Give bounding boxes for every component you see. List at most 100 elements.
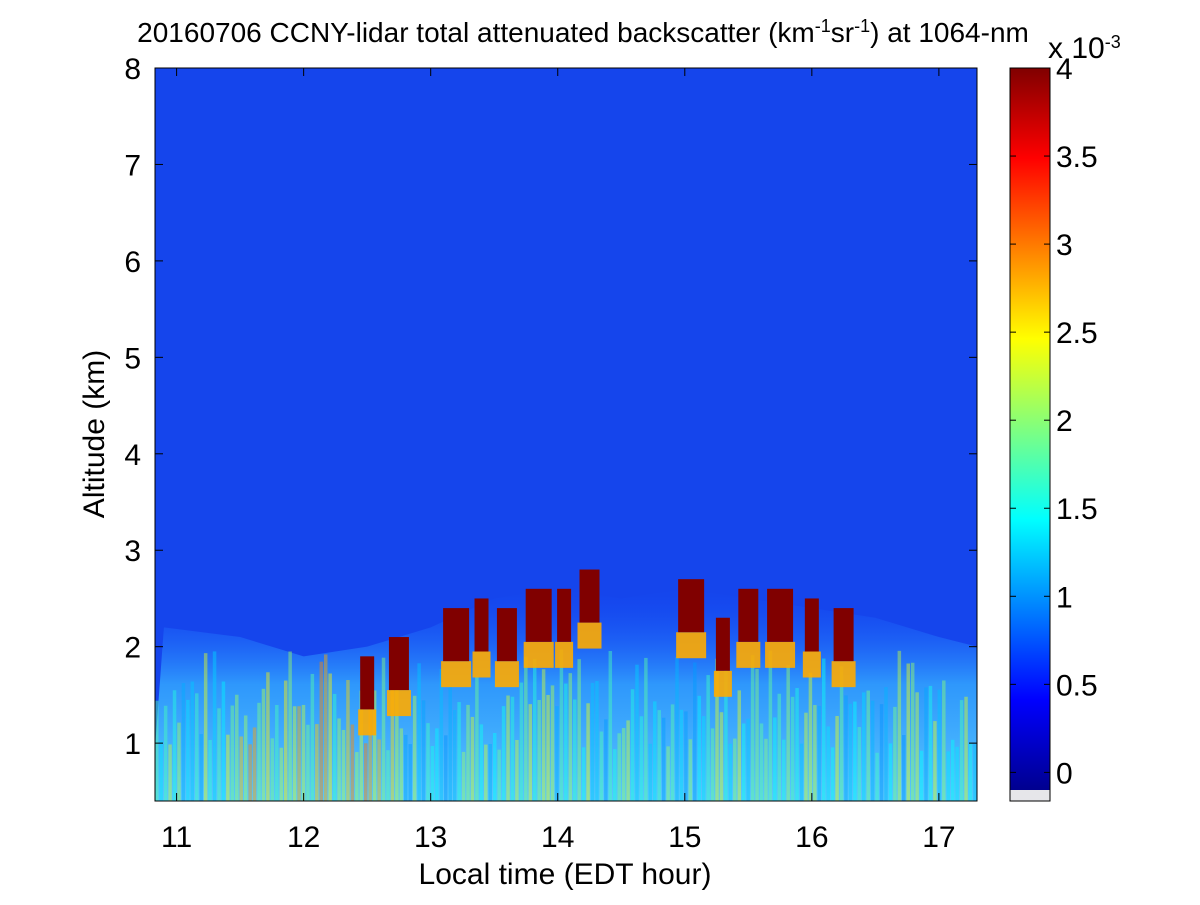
aerosol-plume <box>181 683 186 801</box>
aerosol-plume <box>252 727 257 801</box>
colorbar-tick-label: 4 <box>1056 53 1073 86</box>
aerosol-plume <box>163 705 168 801</box>
aerosol-plume <box>950 739 955 801</box>
title-sup1: -1 <box>815 16 831 36</box>
x-axis-label: Local time (EDT hour) <box>419 858 712 891</box>
aerosol-plume <box>506 695 510 801</box>
colorbar-gradient <box>1010 68 1050 790</box>
aerosol-plume <box>875 752 879 801</box>
aerosol-plume <box>724 667 728 801</box>
aerosol-plume <box>319 661 324 801</box>
aerosol-plume <box>390 677 395 801</box>
cloud-base-shading <box>831 661 856 688</box>
aerosol-plume <box>475 676 479 801</box>
aerosol-plume <box>813 705 817 801</box>
aerosol-plume <box>617 733 621 801</box>
aerosol-plume <box>235 694 239 801</box>
aerosol-plume <box>501 706 506 801</box>
title-sup2: -1 <box>854 16 870 36</box>
aerosol-plume <box>888 743 893 801</box>
aerosol-plume <box>541 669 546 801</box>
chart-title: 20160706 CCNY-lidar total attenuated bac… <box>137 16 1029 48</box>
cloud-base-shading <box>577 622 602 649</box>
aerosol-plume <box>439 668 444 801</box>
aerosol-plume <box>155 700 159 801</box>
aerosol-plume <box>199 734 203 801</box>
aerosol-plume <box>452 709 457 801</box>
aerosol-plume <box>359 690 364 801</box>
y-axis-label: Altitude (km) <box>78 350 111 518</box>
aerosol-plume <box>328 673 332 801</box>
aerosol-plume <box>915 692 919 801</box>
aerosol-plume <box>666 746 670 801</box>
cloud-column <box>360 656 375 710</box>
aerosol-plume <box>790 696 795 801</box>
aerosol-plume <box>866 690 870 801</box>
aerosol-plume <box>355 752 359 801</box>
aerosol-plume <box>848 703 853 801</box>
colorbar-tick-label: 3.5 <box>1056 141 1098 174</box>
aerosol-plume <box>381 657 386 801</box>
aerosol-plume <box>555 706 559 801</box>
aerosol-plume <box>710 728 715 801</box>
aerosol-plume <box>595 680 599 801</box>
aerosol-plume <box>444 735 448 801</box>
aerosol-plume <box>661 717 666 801</box>
colorbar-ticks: 0 0.5 1 1.5 2 2.5 3 3.5 4 <box>1010 53 1098 790</box>
aerosol-plume <box>226 734 230 801</box>
aerosol-plume <box>537 699 541 801</box>
aerosol-plume <box>461 751 466 801</box>
aerosol-plume <box>910 662 915 801</box>
colorbar-exponent-base: x 10 <box>1048 32 1105 65</box>
cloud-column <box>738 588 759 642</box>
aerosol-plume <box>799 743 804 801</box>
aerosol-plume <box>528 704 533 801</box>
aerosol-plume <box>457 702 461 801</box>
cloud-column <box>525 588 552 642</box>
aerosol-plume <box>942 680 946 801</box>
cloud-base-shading <box>523 641 554 668</box>
y-tick-label: 5 <box>124 342 141 375</box>
x-tick-label: 17 <box>922 821 955 854</box>
aerosol-plume <box>288 651 292 801</box>
aerosol-plume <box>688 739 693 801</box>
aerosol-plume <box>822 658 826 801</box>
aerosol-plume <box>777 693 782 801</box>
cloud-column <box>496 608 517 662</box>
aerosol-plume <box>919 750 924 801</box>
aerosol-plume <box>648 743 653 801</box>
aerosol-plume <box>639 716 644 801</box>
aerosol-plume <box>195 693 199 801</box>
aerosol-plume <box>715 658 719 801</box>
x-tick-label: 15 <box>668 821 701 854</box>
aerosol-plume <box>497 749 501 801</box>
aerosol-plume <box>230 705 235 801</box>
colorbar-frame <box>1009 67 1051 802</box>
aerosol-plume <box>675 657 679 801</box>
aerosol-plume <box>466 704 470 801</box>
aerosol-plume <box>635 664 639 801</box>
aerosol-plume <box>857 727 862 801</box>
cloud-base-shading <box>765 641 796 668</box>
aerosol-plume <box>310 673 315 801</box>
cloud-column <box>579 569 600 623</box>
aerosol-plume <box>586 703 590 801</box>
plot-frame <box>154 67 978 802</box>
aerosol-plume <box>768 650 773 801</box>
aerosol-plume <box>955 746 959 801</box>
aerosol-plume <box>524 656 528 801</box>
colorbar-tick-label: 1.5 <box>1056 493 1098 526</box>
aerosol-plume <box>839 666 844 801</box>
cloud-column <box>833 608 854 662</box>
aerosol-plume <box>759 723 764 801</box>
aerosol-plume <box>684 711 688 801</box>
colorbar-tick-label: 0 <box>1056 757 1073 790</box>
x-tick-label: 16 <box>795 821 828 854</box>
cloud-base-shading <box>736 641 761 668</box>
x-axis: 11 12 13 14 15 16 17 <box>161 68 956 854</box>
aerosol-plume <box>590 682 595 801</box>
aerosol-plume <box>341 729 346 801</box>
colorbar: 0 0.5 1 1.5 2 2.5 3 3.5 4 x 10-3 <box>1009 32 1121 802</box>
aerosol-plume <box>243 715 248 801</box>
